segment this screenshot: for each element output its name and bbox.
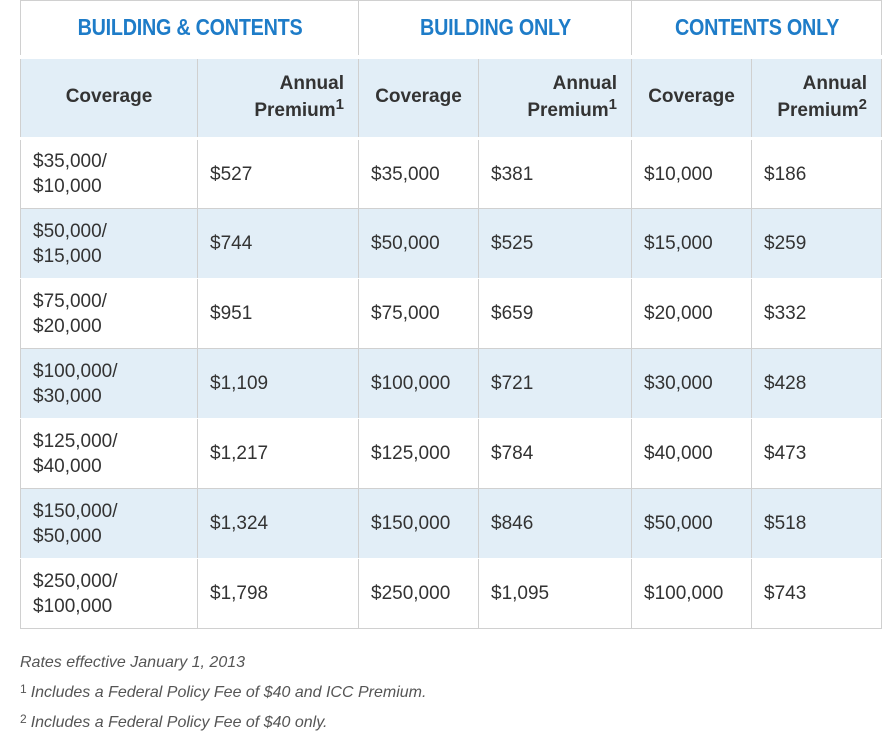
table-row: $150,000/$50,000 $1,324 $150,000 $846 $5… — [20, 488, 883, 559]
c-coverage-cell: $20,000 — [631, 278, 753, 349]
footnote-marker: 1 — [20, 682, 27, 696]
bc-premium-cell: $1,109 — [196, 348, 360, 419]
bc-coverage-cell: $150,000/$50,000 — [20, 488, 198, 559]
header-bc-premium: Annual Premium1 — [196, 54, 360, 140]
bc-premium-cell: $527 — [196, 138, 360, 209]
header-b-coverage: Coverage — [358, 54, 480, 140]
c-premium-cell: $332 — [751, 278, 883, 349]
table-row: $100,000/$30,000 $1,109 $100,000 $721 $3… — [20, 348, 883, 419]
c-premium-cell: $473 — [751, 418, 883, 489]
c-premium-cell: $259 — [751, 208, 883, 279]
bc-premium-cell: $1,324 — [196, 488, 360, 559]
rates-effective-note: Rates effective January 1, 2013 — [20, 654, 246, 671]
c-coverage-cell: $40,000 — [631, 418, 753, 489]
bc-coverage-cell: $125,000/$40,000 — [20, 418, 198, 489]
flood-insurance-rate-table: BUILDING & CONTENTS BUILDING ONLY CONTEN… — [20, 0, 883, 629]
c-premium-cell: $186 — [751, 138, 883, 209]
bc-coverage-cell: $75,000/$20,000 — [20, 278, 198, 349]
b-coverage-cell: $100,000 — [358, 348, 480, 419]
c-coverage-cell: $30,000 — [631, 348, 753, 419]
table-row: $50,000/$15,000 $744 $50,000 $525 $15,00… — [20, 208, 883, 279]
group-building-contents: BUILDING & CONTENTS — [43, 0, 336, 57]
b-coverage-cell: $75,000 — [358, 278, 480, 349]
table-row: $125,000/$40,000 $1,217 $125,000 $784 $4… — [20, 418, 883, 489]
table-row: $75,000/$20,000 $951 $75,000 $659 $20,00… — [20, 278, 883, 349]
b-premium-cell: $846 — [478, 488, 633, 559]
b-premium-cell: $381 — [478, 138, 633, 209]
bc-coverage-cell: $100,000/$30,000 — [20, 348, 198, 419]
c-coverage-cell: $50,000 — [631, 488, 753, 559]
b-premium-cell: $784 — [478, 418, 633, 489]
b-premium-cell: $721 — [478, 348, 633, 419]
footnote-marker: 1 — [335, 95, 345, 113]
b-coverage-cell: $150,000 — [358, 488, 480, 559]
c-coverage-cell: $15,000 — [631, 208, 753, 279]
header-b-premium: Annual Premium1 — [478, 54, 633, 140]
table-footnotes: Rates effective January 1, 2013 1 Include… — [20, 648, 426, 738]
header-bc-coverage: Coverage — [20, 54, 198, 140]
b-coverage-cell: $250,000 — [358, 558, 480, 629]
bc-premium-cell: $1,217 — [196, 418, 360, 489]
group-building-only: BUILDING ONLY — [377, 0, 613, 57]
footnote-2: 2 Includes a Federal Policy Fee of $40 on… — [20, 712, 328, 731]
bc-coverage-cell: $35,000/$10,000 — [20, 138, 198, 209]
b-coverage-cell: $50,000 — [358, 208, 480, 279]
bc-premium-cell: $744 — [196, 208, 360, 279]
column-header-row: Coverage Annual Premium1 Coverage Annual… — [20, 54, 883, 140]
group-header-row: BUILDING & CONTENTS BUILDING ONLY CONTEN… — [21, 0, 882, 57]
table-row: $250,000/$100,000 $1,798 $250,000 $1,095… — [20, 558, 883, 629]
bc-coverage-cell: $50,000/$15,000 — [20, 208, 198, 279]
footnote-1: 1 Includes a Federal Policy Fee of $40 an… — [20, 682, 427, 701]
header-c-coverage: Coverage — [631, 54, 753, 140]
b-coverage-cell: $35,000 — [358, 138, 480, 209]
footnote-marker: 2 — [858, 95, 868, 113]
c-coverage-cell: $100,000 — [631, 558, 753, 629]
bc-premium-cell: $951 — [196, 278, 360, 349]
b-premium-cell: $1,095 — [478, 558, 633, 629]
bc-coverage-cell: $250,000/$100,000 — [20, 558, 198, 629]
table-row: $35,000/$10,000 $527 $35,000 $381 $10,00… — [20, 138, 883, 209]
header-c-premium: Annual Premium2 — [751, 54, 883, 140]
c-premium-cell: $743 — [751, 558, 883, 629]
bc-premium-cell: $1,798 — [196, 558, 360, 629]
b-premium-cell: $659 — [478, 278, 633, 349]
b-premium-cell: $525 — [478, 208, 633, 279]
group-contents-only: CONTENTS ONLY — [648, 0, 865, 57]
footnote-marker: 2 — [20, 712, 27, 726]
footnote-marker: 1 — [608, 95, 618, 113]
c-coverage-cell: $10,000 — [631, 138, 753, 209]
c-premium-cell: $518 — [751, 488, 883, 559]
c-premium-cell: $428 — [751, 348, 883, 419]
b-coverage-cell: $125,000 — [358, 418, 480, 489]
